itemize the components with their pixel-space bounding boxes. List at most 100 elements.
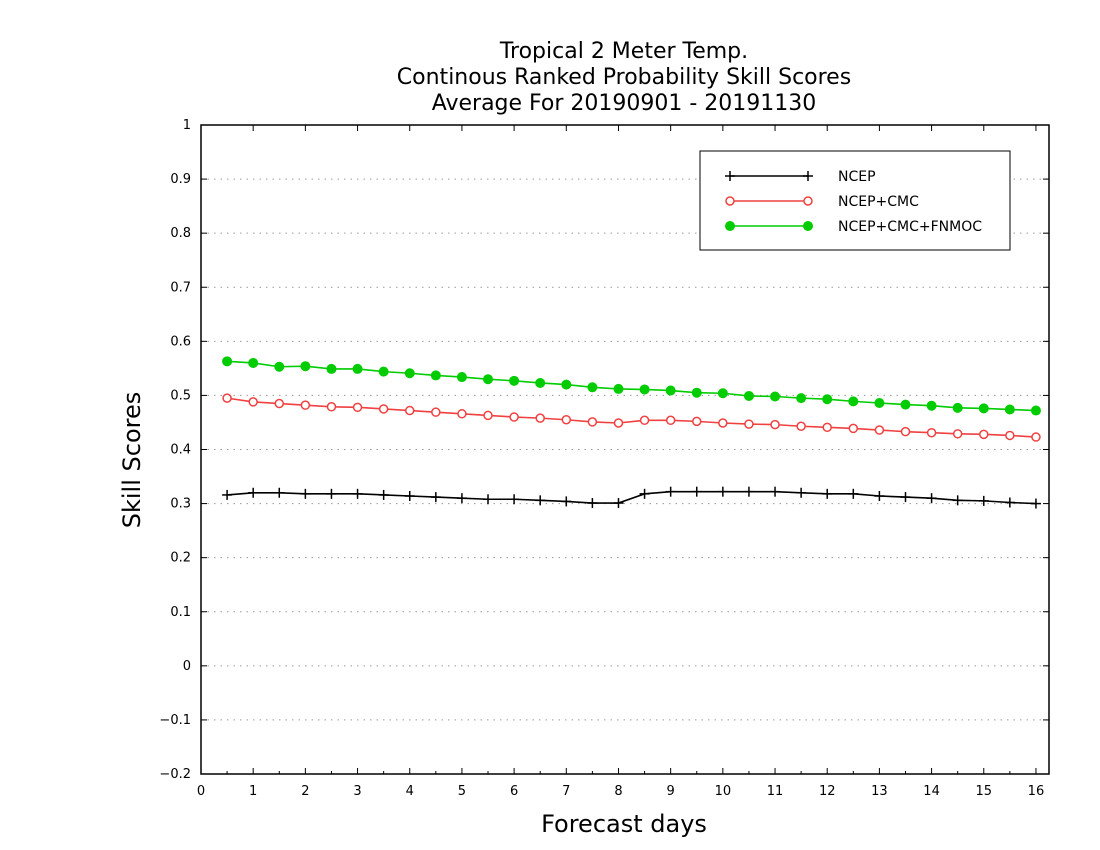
y-tick-label: 0.8 [170,226,191,241]
y-axis-ticks: −0.2 −0.1 0 0.1 0.2 0.3 0.4 0.5 0.6 0.7 0.8 0.9 1 [159,118,1049,782]
x-tick-label: 16 [1028,784,1045,799]
data-point [900,492,911,503]
series-ncep-cmc [222,393,1041,442]
data-point [900,426,911,437]
data-point [274,398,285,409]
legend-marker [725,196,735,206]
grid-lines [201,178,1049,721]
y-tick-label: 0.2 [170,551,191,566]
data-point [404,491,415,502]
data-point [848,396,859,407]
legend-entry: NCEP+CMC+FNMOC [725,219,982,235]
x-tick-label: 0 [197,784,205,799]
data-point [822,422,832,433]
data-point [561,415,572,425]
data-point [248,397,258,407]
x-tick-label: 9 [667,784,675,799]
chart-title-line-1: Tropical 2 Meter Temp. [499,39,748,64]
data-point [535,495,546,506]
data-point [222,356,233,367]
data-point [509,494,520,505]
x-axis-title: Forecast days [541,810,707,838]
data-series [222,356,1041,509]
data-point [796,421,806,431]
data-point [1004,404,1015,415]
data-point [404,368,415,379]
data-point [744,419,754,429]
x-tick-label: 1 [249,784,257,799]
data-point [770,486,781,497]
data-point [509,412,519,422]
data-point [430,492,441,503]
data-point [457,409,467,419]
data-point [874,425,885,435]
data-point [300,488,311,499]
data-point [430,370,441,381]
legend-label: NCEP+CMC+FNMOC [838,219,982,235]
y-tick-label: −0.1 [159,713,191,728]
data-point [691,387,702,398]
data-point [796,487,807,498]
data-point [561,496,572,507]
data-point [952,495,963,506]
data-point [587,382,598,393]
data-point [743,486,754,497]
x-tick-label: 13 [871,784,888,799]
data-point [874,397,885,408]
data-point [613,498,624,509]
data-point [952,402,963,413]
legend-label: NCEP+CMC [838,194,919,210]
chart-title-line-2: Continous Ranked Probability Skill Score… [397,65,851,90]
legend-marker [803,196,813,206]
data-point [822,394,833,405]
data-point [665,385,676,396]
legend-marker [803,221,813,231]
y-tick-label: 0.9 [170,172,191,187]
data-point [1031,432,1041,442]
x-tick-label: 15 [975,784,992,799]
legend-label: NCEP [838,169,876,185]
data-point [378,489,389,500]
data-point [822,488,833,499]
data-point [352,363,363,374]
data-point [378,404,389,414]
data-point [978,495,989,506]
data-point [979,429,989,440]
data-point [1004,497,1015,508]
series-ncep-cmc-fnmoc [222,356,1041,416]
series-line [227,360,1036,412]
data-point [535,413,545,423]
x-axis-ticks: 0 1 2 3 4 5 6 7 8 9 10 11 12 13 14 15 16 [197,125,1044,799]
x-tick-label: 6 [510,784,518,799]
data-point [639,415,650,426]
data-point [483,410,493,421]
data-point [431,407,441,417]
data-point [770,391,781,402]
x-tick-label: 2 [301,784,309,799]
x-tick-label: 10 [715,784,732,799]
data-point [770,419,780,430]
data-point [665,415,676,426]
data-point [1030,405,1041,416]
data-point [248,487,259,498]
data-point [509,375,520,386]
data-point [978,403,989,414]
data-point [587,417,598,427]
data-point [743,390,754,401]
data-point [352,402,363,413]
data-point [587,498,598,509]
data-point [613,383,624,394]
data-point [483,374,494,385]
data-point [483,494,494,505]
data-point [796,393,807,404]
x-tick-label: 12 [819,784,836,799]
data-point [404,405,415,416]
data-point [300,361,311,372]
y-tick-label: 0.1 [170,605,191,620]
data-point [561,379,572,390]
x-tick-label: 7 [562,784,570,799]
x-tick-label: 11 [767,784,784,799]
data-point [613,418,624,428]
data-point [326,488,337,499]
